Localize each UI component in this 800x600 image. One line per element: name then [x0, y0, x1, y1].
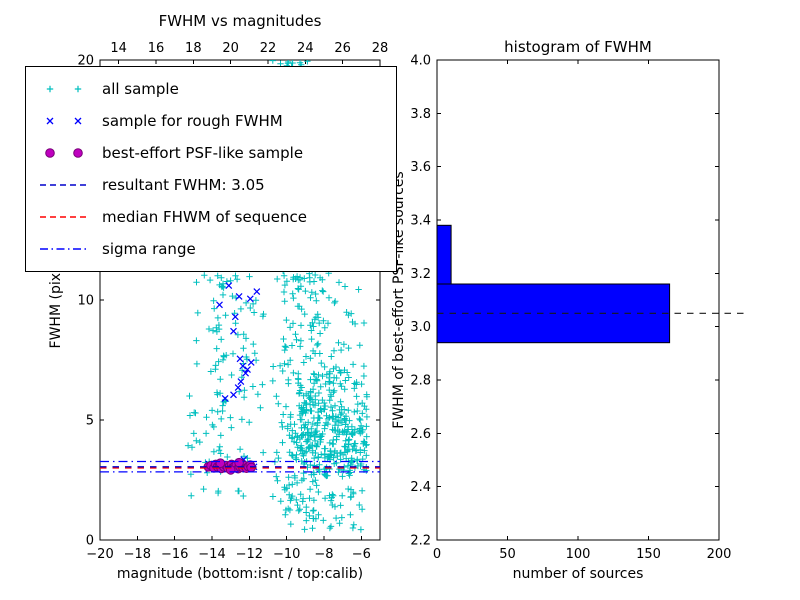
top-tick-label: 14	[110, 41, 127, 56]
top-tick-label: 24	[297, 41, 314, 56]
top-tick-label: 22	[260, 41, 277, 56]
legend-entry-label: all sample	[102, 80, 179, 98]
legend-entry: sample for rough FWHM	[36, 105, 386, 137]
legend-entry: all sample	[36, 73, 386, 105]
y-tick-label: 2.2	[410, 534, 431, 549]
y-tick-label: 5	[86, 414, 94, 429]
x-tick-label: 50	[499, 547, 516, 562]
dashdot-line-legend-marker	[40, 248, 88, 250]
y-tick-label: 3.0	[410, 320, 431, 335]
legend-entry-label: sigma range	[102, 240, 196, 258]
right-plot-title: histogram of FWHM	[504, 38, 652, 56]
x-tick-label: −14	[198, 547, 225, 562]
x-tick-label: −16	[161, 547, 188, 562]
y-tick-label: 20	[77, 54, 94, 69]
legend-entry: median FHWM of sequence	[36, 201, 386, 233]
y-tick-label: 0	[86, 534, 94, 549]
x-tick-label: −18	[124, 547, 151, 562]
left-xaxis-label: magnitude (bottom:isnt / top:calib)	[116, 566, 364, 582]
y-tick-label: 10	[77, 294, 94, 309]
top-tick-label: 20	[222, 41, 239, 56]
histogram-bar	[436, 224, 452, 285]
top-tick-label: 16	[148, 41, 165, 56]
x-tick-label: 150	[636, 547, 661, 562]
x-tick-label: −20	[86, 547, 113, 562]
y-tick-label: 2.6	[410, 427, 431, 442]
legend-entry-label: resultant FWHM: 3.05	[102, 176, 265, 194]
left-plot: −20 −18 −16 −14 −12 −10 −8 −6 14 16 18 20 22 24 26 28 0 5…	[77, 41, 388, 562]
y-tick-label: 2.4	[410, 480, 431, 495]
legend-entry-label: best-effort PSF-like sample	[102, 144, 304, 162]
circle-legend-marker	[45, 148, 83, 158]
plus-legend-marker	[46, 85, 82, 93]
dashed-line-legend-marker	[40, 184, 88, 186]
y-tick-label: 3.4	[410, 214, 431, 229]
dashed-line-legend-marker	[40, 216, 88, 218]
left-yaxis-label: FWHM (pix)	[48, 267, 64, 349]
legend-entry: best-effort PSF-like sample	[36, 137, 386, 169]
y-tick-label: 3.6	[410, 160, 431, 175]
top-tick-label: 18	[185, 41, 202, 56]
top-tick-label: 28	[372, 41, 389, 56]
x-tick-label: 200	[707, 547, 732, 562]
left-plot-title: FWHM vs magnitudes	[158, 12, 322, 30]
x-legend-marker	[46, 117, 82, 125]
y-tick-label: 3.8	[410, 107, 431, 122]
y-tick-label: 2.8	[410, 374, 431, 389]
legend-entry: sigma range	[36, 233, 386, 265]
legend-entry-label: median FHWM of sequence	[102, 208, 307, 226]
x-tick-label: 100	[566, 547, 591, 562]
x-tick-label: −8	[314, 547, 333, 562]
legend-entry-label: sample for rough FWHM	[102, 112, 283, 130]
x-tick-label: 0	[433, 547, 441, 562]
legend-entry: resultant FWHM: 3.05	[36, 169, 386, 201]
psf-sample-point	[234, 457, 244, 468]
x-tick-label: −6	[352, 547, 371, 562]
legend: all sample sample for rough FWHM best-effo…	[25, 66, 397, 272]
right-plot: 0 50 100 150 200 2.2 2.4 2.6 2.8 3.0 3.2 3.4 3.6 3.8 4…	[410, 54, 748, 562]
y-tick-label: 4.0	[410, 54, 431, 69]
x-tick-label: −12	[236, 547, 263, 562]
right-xaxis-label: number of sources	[512, 566, 644, 582]
x-tick-label: −10	[273, 547, 300, 562]
top-tick-label: 26	[334, 41, 351, 56]
y-tick-label: 3.2	[410, 267, 431, 282]
